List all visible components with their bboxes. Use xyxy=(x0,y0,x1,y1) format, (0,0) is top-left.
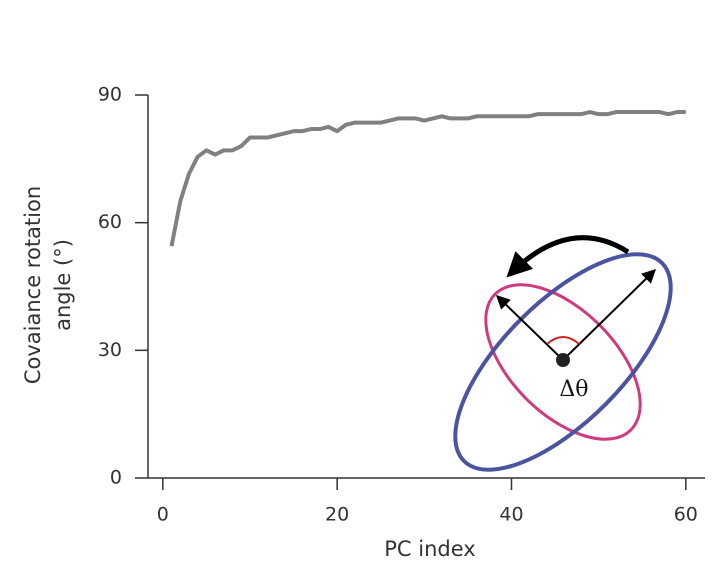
x-tick-label: 60 xyxy=(674,504,698,526)
axis-arrow xyxy=(562,269,657,361)
y-tick-label: 0 xyxy=(110,467,122,489)
annotation: Δθ xyxy=(559,377,588,402)
inset-diagram: Δθ xyxy=(453,235,673,472)
y-axis-label: angle (°) xyxy=(51,239,75,331)
axis-arrow xyxy=(495,295,564,361)
x-tick-label: 20 xyxy=(325,504,349,526)
x-tick-label: 40 xyxy=(499,504,523,526)
x-axis-label: PC index xyxy=(384,537,475,561)
angle-arc xyxy=(546,336,580,345)
center-dot xyxy=(556,353,570,367)
rotation-arrow xyxy=(506,235,630,278)
data-line xyxy=(169,110,686,247)
y-axis-label: Covaiance rotation xyxy=(21,186,45,384)
y-tick-label: 30 xyxy=(98,339,122,361)
y-tick-label: 60 xyxy=(98,211,122,233)
x-tick-label: 0 xyxy=(157,504,169,526)
y-tick-label: 90 xyxy=(98,84,122,106)
